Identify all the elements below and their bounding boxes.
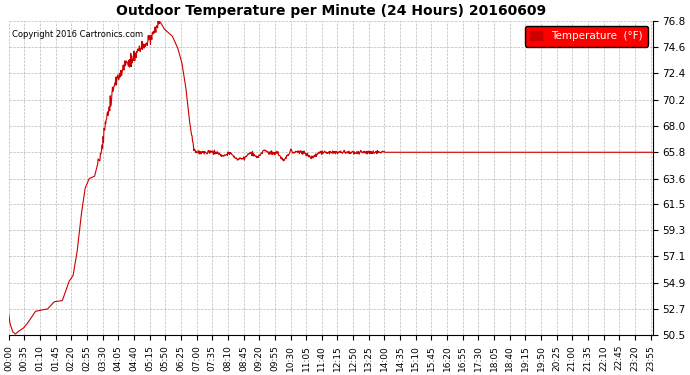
Title: Outdoor Temperature per Minute (24 Hours) 20160609: Outdoor Temperature per Minute (24 Hours… xyxy=(116,4,546,18)
Text: Copyright 2016 Cartronics.com: Copyright 2016 Cartronics.com xyxy=(12,30,143,39)
Legend: Temperature  (°F): Temperature (°F) xyxy=(525,26,648,46)
